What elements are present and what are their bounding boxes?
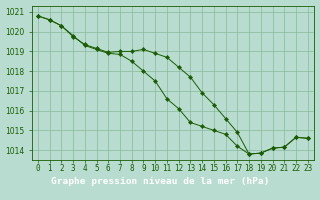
Text: Graphe pression niveau de la mer (hPa): Graphe pression niveau de la mer (hPa) [51, 178, 269, 186]
